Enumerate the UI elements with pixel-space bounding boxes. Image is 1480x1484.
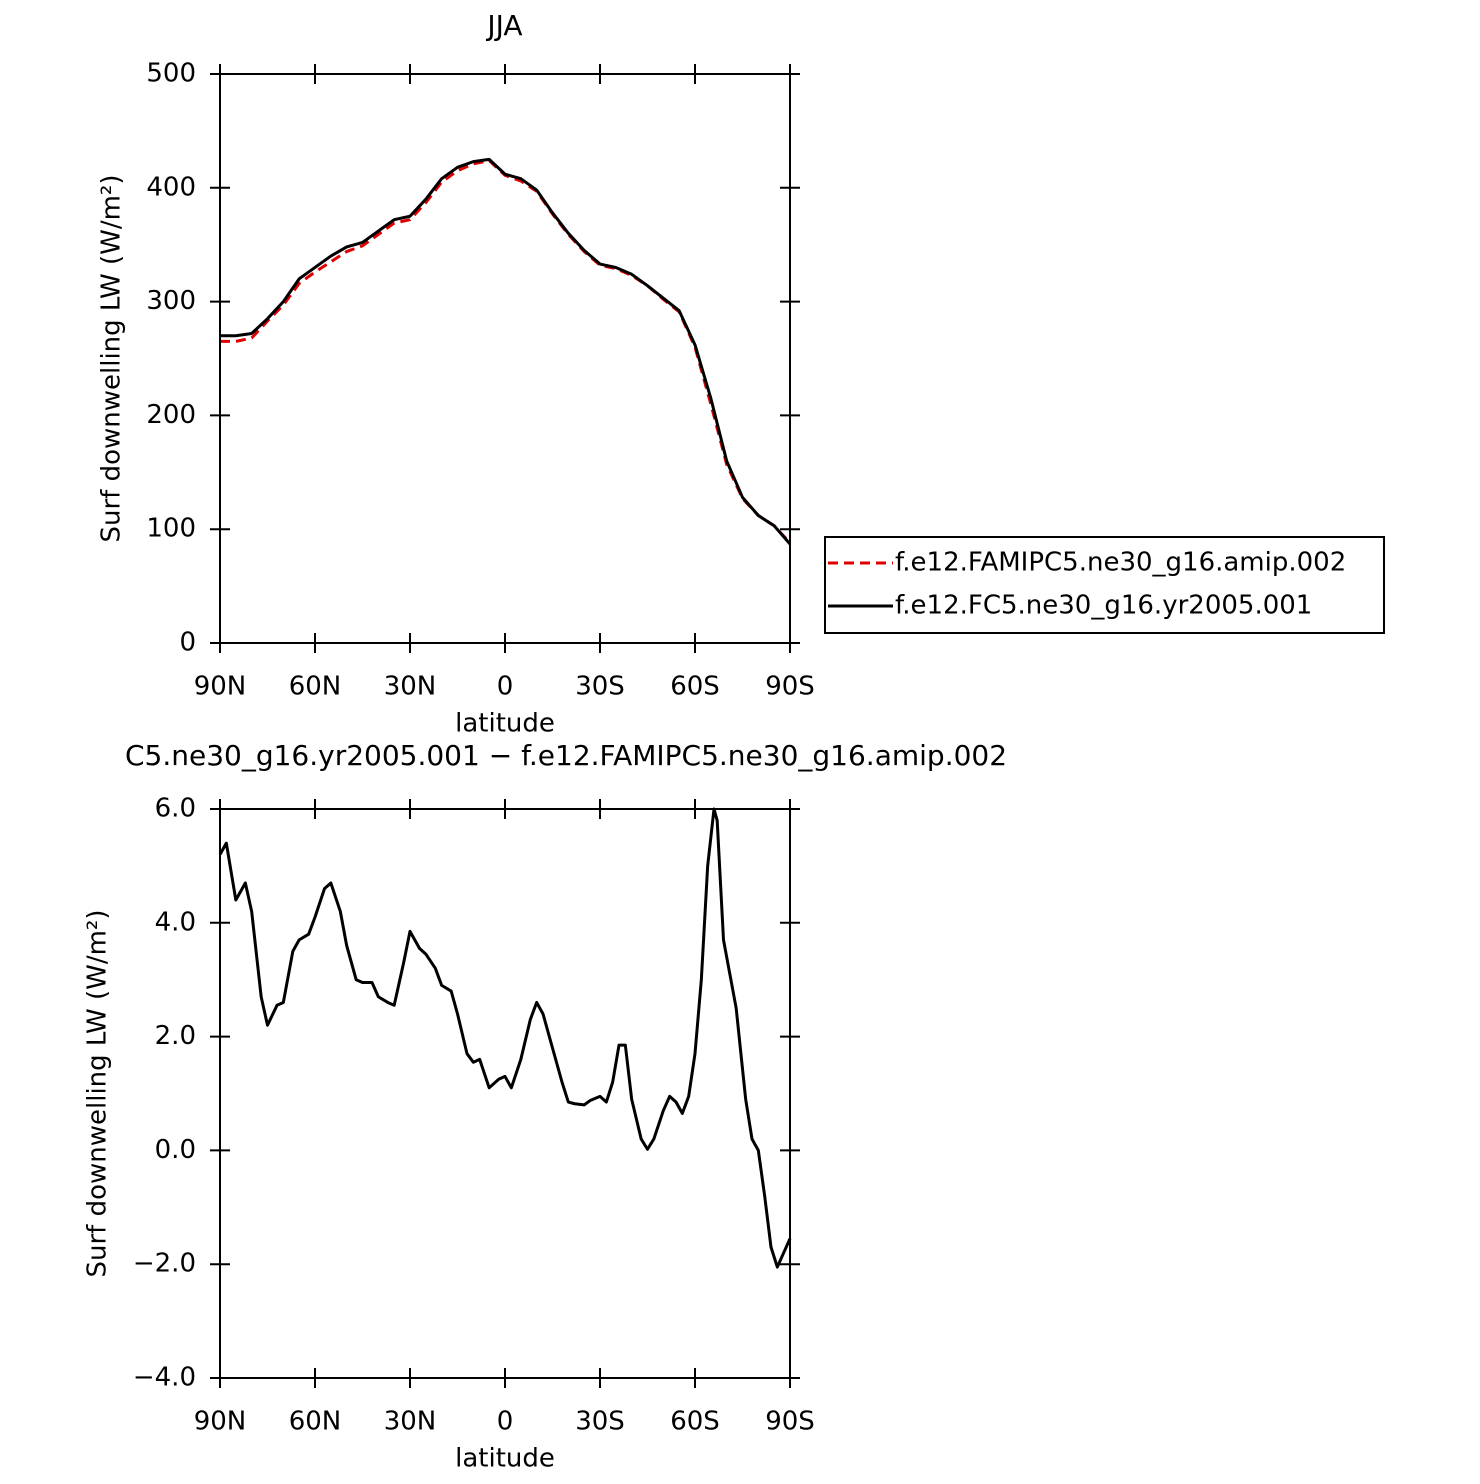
x-tick-label: 60N	[289, 672, 342, 702]
y-tick-label: 4.0	[155, 907, 196, 937]
x-tick-label: 60S	[670, 672, 720, 702]
y-tick-label: 2.0	[155, 1021, 196, 1051]
legend-label: f.e12.FC5.ne30_g16.yr2005.001	[895, 591, 1312, 621]
x-tick-label: 60N	[289, 1407, 342, 1437]
data-line	[220, 158, 792, 544]
y-tick-label: 400	[146, 172, 196, 202]
x-tick-label: 30N	[384, 672, 437, 702]
y-tick-label: 100	[146, 514, 196, 544]
legend-box	[824, 536, 1385, 634]
x-tick-label: 90S	[765, 672, 815, 702]
plot-frame	[219, 808, 791, 1379]
y-tick-label: 300	[146, 286, 196, 316]
plot-frame	[219, 73, 791, 644]
x-tick-label: 90N	[194, 1407, 247, 1437]
y-axis-label: Surf downwelling LW (W/m²)	[97, 175, 127, 543]
y-tick-label: 200	[146, 400, 196, 430]
x-tick-label: 30N	[384, 1407, 437, 1437]
y-tick-label: 6.0	[155, 794, 196, 824]
chart-title: C5.ne30_g16.yr2005.001 − f.e12.FAMIPC5.n…	[125, 739, 1007, 772]
x-tick-label: 90N	[194, 672, 247, 702]
legend-label: f.e12.FAMIPC5.ne30_g16.amip.002	[895, 548, 1346, 578]
data-line	[220, 157, 792, 545]
y-tick-label: 0.0	[155, 1135, 196, 1165]
y-tick-label: 500	[146, 59, 196, 89]
x-tick-label: 60S	[670, 1407, 720, 1437]
chart-title: JJA	[485, 9, 522, 42]
x-tick-label: 0	[497, 1407, 514, 1437]
x-tick-label: 90S	[765, 1407, 815, 1437]
data-line	[218, 807, 792, 1269]
x-axis-label: latitude	[455, 709, 555, 739]
x-axis-label: latitude	[455, 1444, 555, 1474]
y-tick-label: −2.0	[133, 1249, 196, 1279]
y-tick-label: −4.0	[133, 1363, 196, 1393]
x-tick-label: 0	[497, 672, 514, 702]
x-tick-label: 30S	[575, 672, 625, 702]
y-tick-label: 0	[179, 628, 196, 658]
y-axis-label: Surf downwelling LW (W/m²)	[83, 910, 113, 1278]
x-tick-label: 30S	[575, 1407, 625, 1437]
